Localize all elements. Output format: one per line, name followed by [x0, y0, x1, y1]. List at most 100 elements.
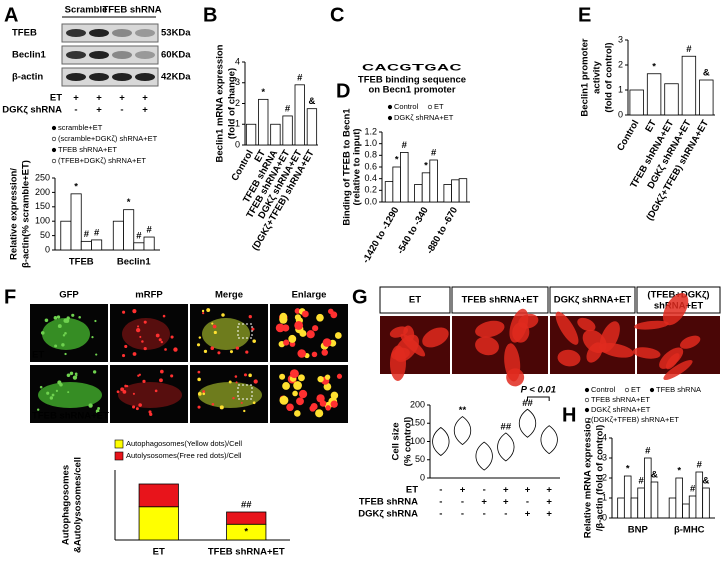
puncta — [203, 349, 208, 353]
puncta — [312, 325, 319, 332]
blot-group: Scramble — [65, 5, 108, 16]
puncta — [142, 379, 146, 383]
puncta — [69, 371, 74, 376]
significance-mark: * — [127, 197, 131, 208]
puncta — [309, 405, 316, 412]
significance-mark: # — [136, 230, 142, 241]
y-tick-label: 0.8 — [364, 150, 377, 160]
bar — [384, 181, 394, 203]
puncta — [330, 400, 338, 408]
blot-band — [89, 73, 109, 81]
puncta — [160, 340, 164, 344]
cell — [662, 292, 689, 326]
cell-body — [118, 382, 182, 408]
blot-band — [66, 73, 86, 81]
puncta — [72, 375, 78, 380]
puncta — [159, 378, 163, 383]
bar — [138, 483, 179, 508]
bar — [226, 511, 267, 525]
bar — [682, 503, 690, 519]
puncta — [54, 344, 58, 348]
puncta — [232, 396, 235, 400]
bar — [270, 123, 281, 146]
significance-mark: # — [431, 148, 437, 159]
y-tick-label: 3 — [602, 452, 607, 462]
bar — [668, 497, 677, 519]
puncta — [317, 375, 324, 383]
blot-band — [135, 51, 155, 59]
blot-size: 42KDa — [161, 72, 191, 83]
logo-letter: C — [450, 62, 463, 72]
panel-letter: C — [330, 4, 344, 26]
x-tick-label: β-MHC — [674, 525, 705, 536]
blot-strip — [61, 67, 159, 87]
cell — [632, 347, 661, 359]
violin — [475, 441, 493, 471]
significance-mark: # — [146, 225, 152, 236]
y-axis-label: Beclin1 mRNA expression — [215, 44, 226, 162]
puncta — [120, 387, 125, 392]
legend-label: TFEB shRNA+ET — [58, 145, 117, 154]
legend-swatch — [114, 451, 124, 461]
cell — [504, 343, 521, 382]
legend-label: TFEB shRNA+ET — [591, 395, 650, 404]
puncta — [64, 332, 67, 335]
puncta — [132, 392, 135, 395]
puncta — [49, 396, 54, 400]
puncta — [164, 348, 167, 351]
puncta — [141, 340, 144, 343]
puncta — [316, 313, 324, 322]
p-bracket — [527, 396, 550, 401]
puncta — [282, 324, 290, 332]
y-axis-label: activity — [592, 60, 603, 93]
legend-label: scramble+ET — [58, 123, 103, 132]
legend-label: TFEB shRNA — [656, 385, 701, 394]
puncta — [240, 401, 243, 404]
puncta — [201, 309, 205, 313]
puncta — [78, 315, 81, 319]
puncta — [122, 354, 126, 358]
puncta — [97, 407, 101, 410]
legend-label: ET — [631, 385, 641, 394]
significance-mark: * — [395, 155, 399, 166]
violin — [432, 427, 450, 456]
cell — [475, 320, 505, 338]
legend-label: DGKζ shRNA+ET — [591, 405, 651, 414]
cell-body — [122, 318, 170, 350]
bar — [414, 184, 423, 203]
y-tick-label: 0 — [235, 139, 240, 149]
blot-size: 53KDa — [161, 28, 191, 39]
blot-band — [89, 51, 109, 59]
zoom-box — [237, 384, 253, 400]
bar — [675, 477, 683, 519]
bar — [699, 79, 714, 116]
significance-mark: # — [690, 484, 696, 495]
condition-sign: + — [546, 497, 552, 508]
puncta — [138, 403, 142, 407]
significance-mark: # — [697, 460, 703, 471]
image-header: Merge — [215, 290, 243, 301]
puncta — [234, 375, 238, 378]
puncta — [61, 343, 65, 347]
logo-letter: T — [412, 62, 425, 72]
bar — [644, 457, 652, 519]
y-tick-label: 4 — [602, 432, 607, 442]
significance-mark: & — [703, 476, 710, 487]
puncta — [228, 380, 232, 384]
puncta — [135, 407, 139, 411]
cell — [633, 320, 669, 330]
blot-label: β-actin — [12, 72, 43, 83]
puncta — [252, 339, 256, 343]
puncta — [245, 350, 249, 354]
condition-sign: - — [461, 509, 464, 520]
blot-band — [66, 51, 86, 59]
puncta — [202, 312, 205, 315]
puncta — [283, 339, 290, 346]
blot-band — [112, 73, 132, 81]
puncta — [132, 309, 137, 314]
puncta — [124, 344, 128, 349]
y-tick-label: 0.6 — [364, 161, 377, 171]
x-tick-label: BNP — [628, 525, 649, 536]
puncta — [44, 318, 49, 323]
y-axis-label: Binding of TFEB to Becn1 — [342, 108, 353, 226]
